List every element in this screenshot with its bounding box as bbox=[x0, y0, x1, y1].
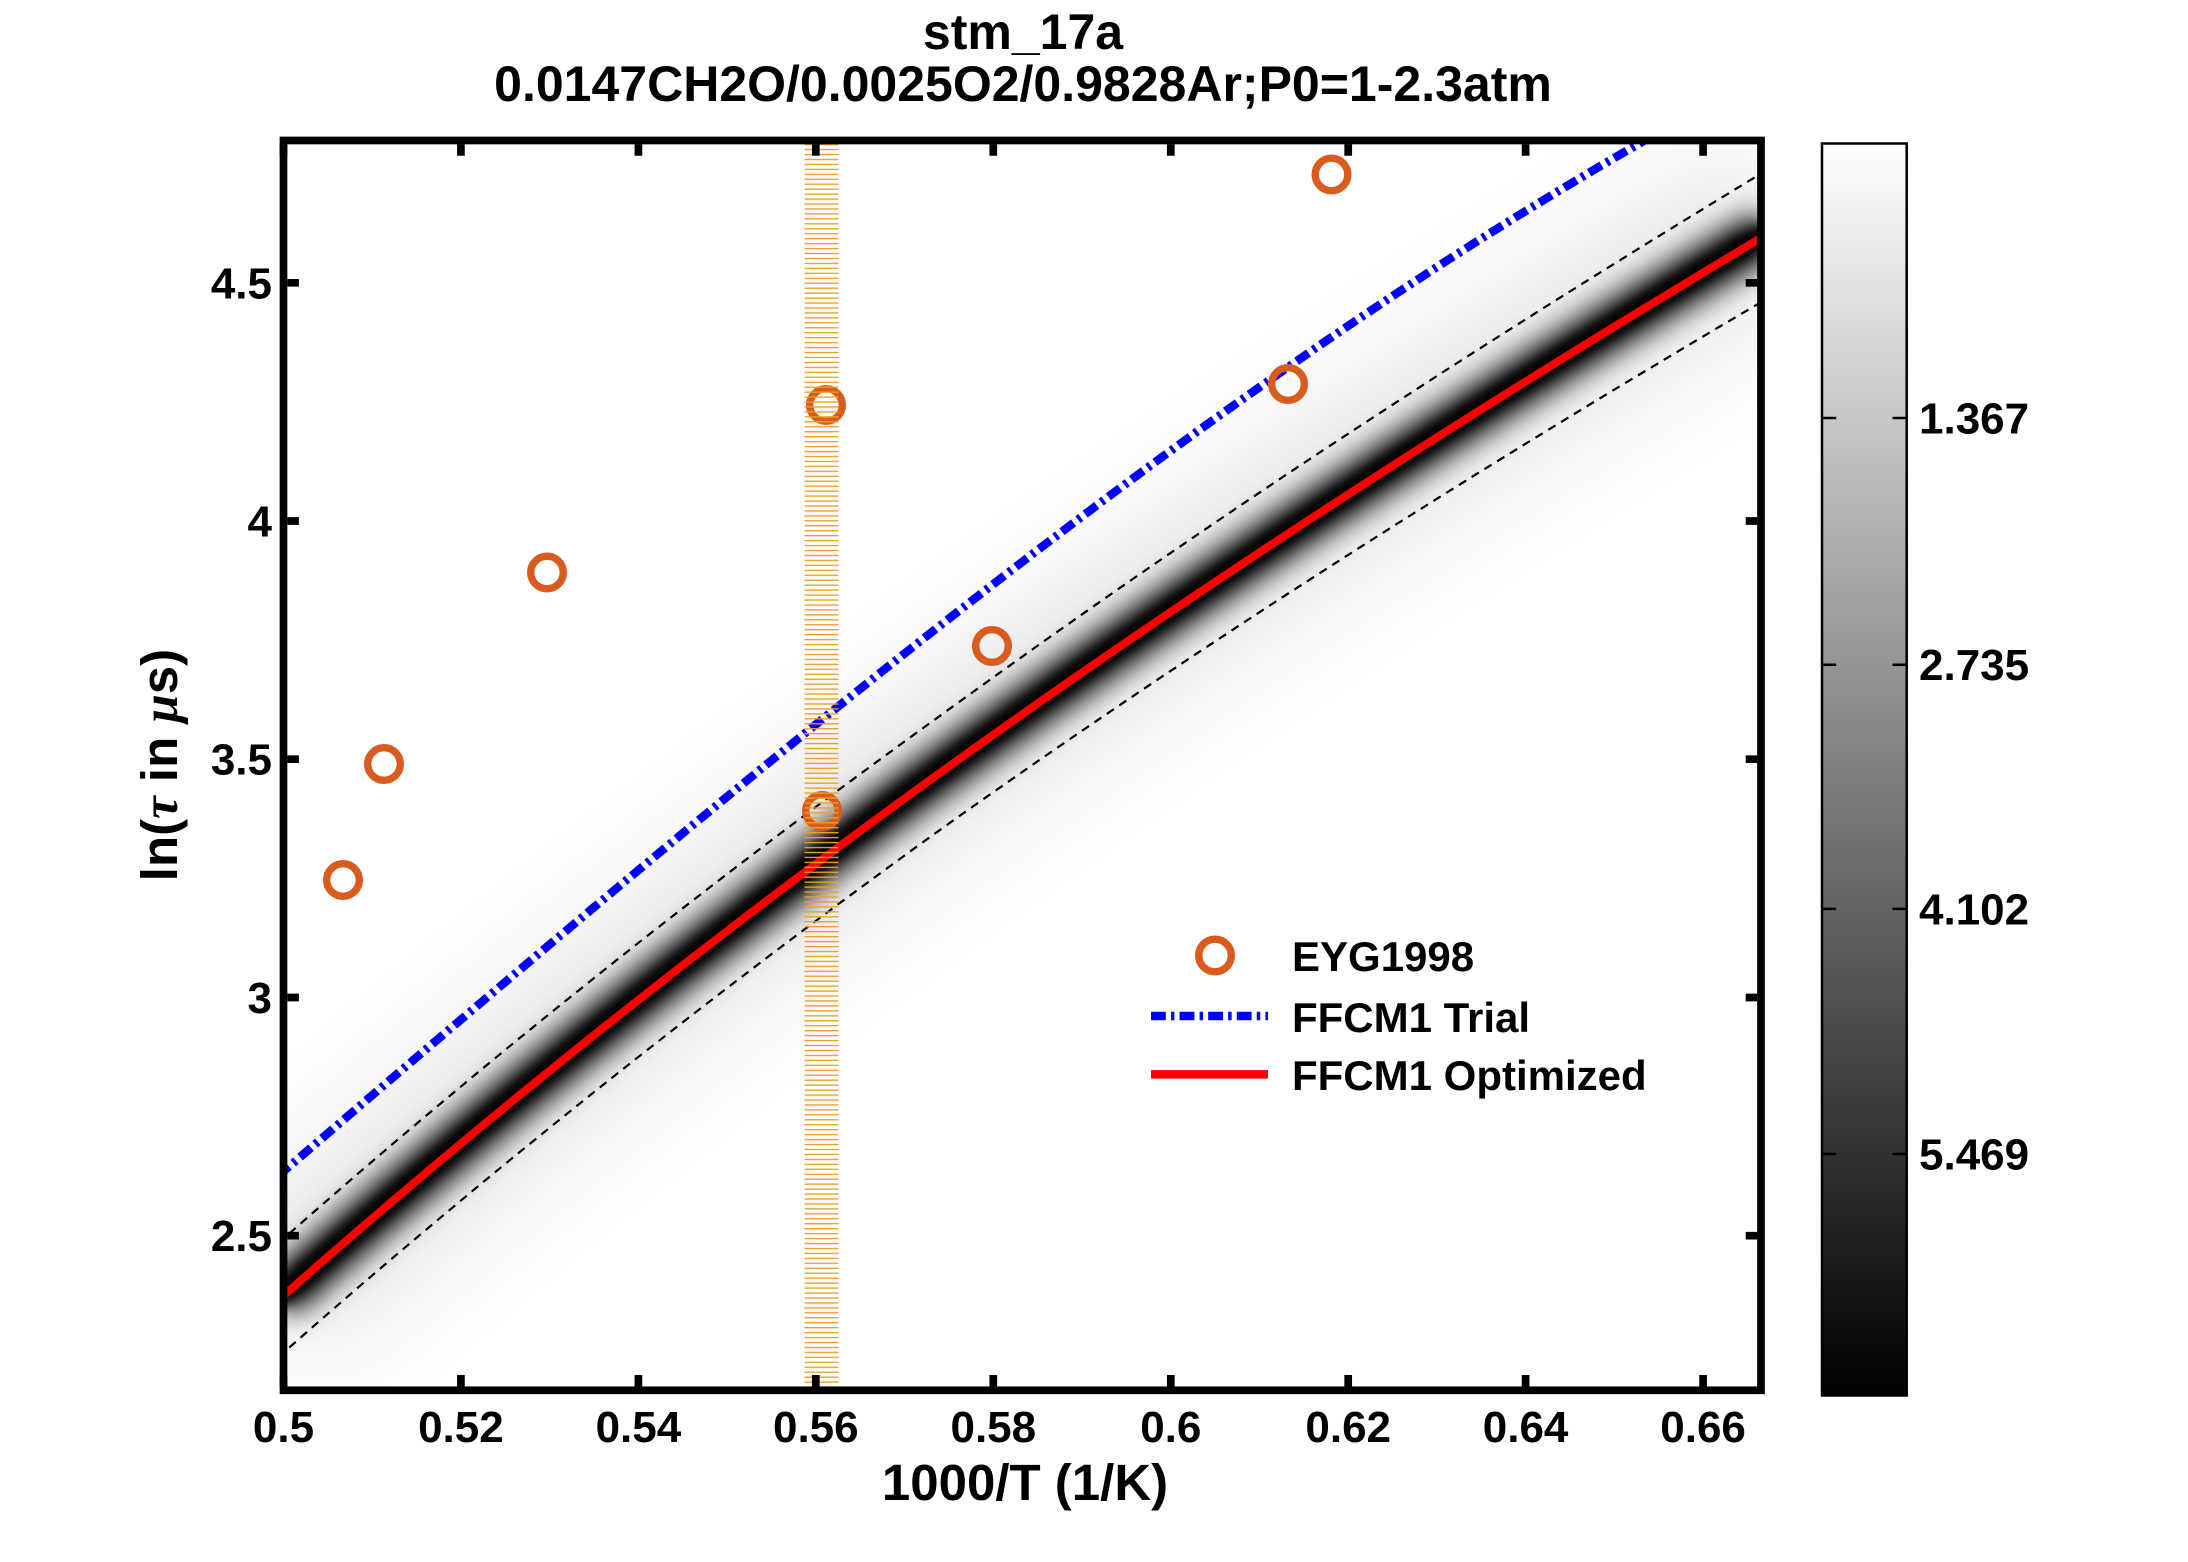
svg-text:0.66: 0.66 bbox=[1660, 1403, 1746, 1452]
svg-text:3.5: 3.5 bbox=[211, 736, 272, 785]
svg-text:0.6: 0.6 bbox=[1140, 1403, 1201, 1452]
svg-text:FFCM1 Trial: FFCM1 Trial bbox=[1292, 994, 1530, 1041]
svg-text:2.5: 2.5 bbox=[211, 1212, 272, 1261]
svg-text:4: 4 bbox=[248, 498, 273, 547]
svg-text:2.735: 2.735 bbox=[1919, 641, 2029, 690]
svg-text:FFCM1 Optimized: FFCM1 Optimized bbox=[1292, 1052, 1647, 1099]
svg-text:0.5: 0.5 bbox=[253, 1403, 314, 1452]
svg-text:1.367: 1.367 bbox=[1919, 395, 2029, 444]
svg-text:0.0147CH2O/0.0025O2/0.9828Ar;P: 0.0147CH2O/0.0025O2/0.9828Ar;P0=1-2.3atm bbox=[494, 56, 1552, 112]
svg-text:4.5: 4.5 bbox=[211, 259, 272, 308]
svg-text:stm_17a: stm_17a bbox=[923, 4, 1124, 60]
svg-text:3: 3 bbox=[248, 974, 272, 1023]
svg-text:0.52: 0.52 bbox=[418, 1403, 504, 1452]
svg-text:0.64: 0.64 bbox=[1483, 1403, 1569, 1452]
svg-text:0.62: 0.62 bbox=[1305, 1403, 1391, 1452]
svg-text:1000/T (1/K): 1000/T (1/K) bbox=[882, 1454, 1168, 1511]
svg-text:5.469: 5.469 bbox=[1919, 1131, 2029, 1180]
svg-text:4.102: 4.102 bbox=[1919, 885, 2029, 934]
svg-text:ln(τ in μs): ln(τ in μs) bbox=[131, 649, 189, 881]
svg-text:EYG1998: EYG1998 bbox=[1292, 933, 1474, 980]
svg-text:0.58: 0.58 bbox=[950, 1403, 1036, 1452]
svg-text:0.54: 0.54 bbox=[596, 1403, 682, 1452]
svg-text:0.56: 0.56 bbox=[773, 1403, 859, 1452]
